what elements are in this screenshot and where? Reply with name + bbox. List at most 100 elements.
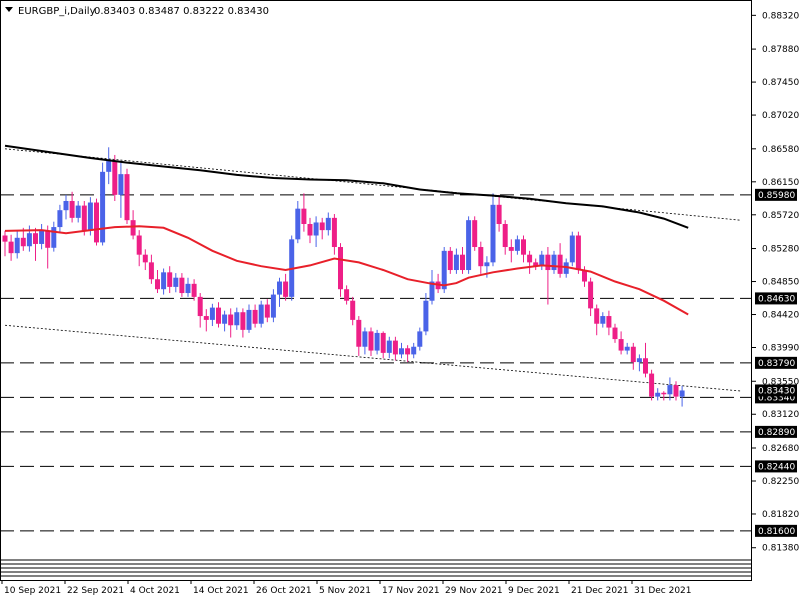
candle <box>643 342 648 378</box>
level-price-tag-label: 0.84630 <box>758 294 795 304</box>
candle <box>216 302 221 328</box>
y-tick-label: 0.85720 <box>762 211 799 221</box>
candle <box>155 270 160 294</box>
candle <box>612 323 618 343</box>
candle <box>472 216 478 251</box>
candle <box>331 214 337 255</box>
candle-body <box>246 309 252 330</box>
candle-body <box>197 296 203 317</box>
candle <box>344 285 350 305</box>
candle-body <box>405 348 411 355</box>
candle <box>167 266 173 294</box>
x-tick-label: 5 Nov 2021 <box>319 586 371 596</box>
candle-body <box>557 254 563 274</box>
candle <box>453 248 459 274</box>
candle-body <box>386 340 392 353</box>
level-price-tag: 0.84630 <box>755 292 797 305</box>
y-tick-label: 0.82680 <box>762 444 799 454</box>
candle <box>277 277 282 307</box>
candle <box>649 369 655 401</box>
candle-body <box>191 283 197 297</box>
y-tick-label: 0.83990 <box>762 344 799 354</box>
candle-body <box>411 346 417 355</box>
candle-body <box>45 230 51 248</box>
price-axis[interactable]: 0.88320 0.87880 0.87450 0.87020 0.86580 0.861… <box>752 11 799 554</box>
symbol-label: EURGBP_i,Daily <box>18 6 96 17</box>
level-price-tag-label: 0.83340 <box>758 393 795 403</box>
candle <box>295 200 301 244</box>
ma-fast-line <box>4 225 689 316</box>
candle <box>2 230 8 257</box>
y-tick-label: 0.83120 <box>762 410 799 420</box>
candle-body <box>679 390 685 397</box>
chart-header: EURGBP_i,Daily 0.83403 0.83487 0.83222 0… <box>5 6 269 17</box>
candle <box>417 327 423 351</box>
candle-body <box>575 235 581 271</box>
time-axis[interactable]: 10 Sep 2021 22 Sep 2021 4 Oct 2021 14 Oct 2… <box>1 580 692 596</box>
candle-body <box>118 174 124 195</box>
y-tick-label: 0.85280 <box>762 245 799 255</box>
candle-body <box>490 204 496 263</box>
level-price-tag-label: 0.82440 <box>758 462 795 472</box>
candle-body <box>594 308 600 324</box>
candle <box>606 310 612 336</box>
candle <box>258 300 264 328</box>
candle <box>234 307 240 330</box>
candle-body <box>264 304 270 318</box>
y-tick-label: 0.86580 <box>762 145 799 155</box>
candle <box>283 273 289 301</box>
candle-body <box>374 332 380 351</box>
candle-body <box>600 316 606 324</box>
candle <box>191 279 197 301</box>
candle-body <box>527 254 533 263</box>
candle-body <box>423 300 429 332</box>
candle <box>350 296 356 326</box>
candle <box>600 312 606 328</box>
candle-body <box>417 331 423 347</box>
candle-body <box>130 220 136 236</box>
candle-body <box>344 289 350 301</box>
x-tick-label: 29 Nov 2021 <box>445 586 503 596</box>
candle <box>521 235 526 263</box>
candle <box>75 200 81 223</box>
candle <box>185 277 191 297</box>
candle <box>594 304 600 336</box>
candle-body <box>630 346 636 363</box>
candle-body <box>33 233 38 244</box>
candle-body <box>618 339 624 351</box>
candle <box>246 304 252 333</box>
candle-body <box>508 247 514 251</box>
candle-body <box>472 220 478 248</box>
candle <box>106 147 112 185</box>
y-tick-label: 0.88320 <box>762 11 799 21</box>
x-tick-label: 14 Oct 2021 <box>193 586 249 596</box>
candle <box>496 194 502 232</box>
candle-body <box>661 392 667 395</box>
candle <box>527 250 533 274</box>
candle-body <box>222 314 228 324</box>
candle-body <box>173 277 179 287</box>
current-price-tag-label: 0.83430 <box>758 386 795 396</box>
candle-body <box>2 235 8 242</box>
candle-body <box>453 254 459 271</box>
x-tick-label: 22 Sep 2021 <box>67 586 124 596</box>
candle-body <box>307 224 313 236</box>
candle <box>179 273 185 297</box>
candle-body <box>636 358 642 363</box>
candle <box>362 327 368 355</box>
y-tick-label: 0.87020 <box>762 111 799 121</box>
candle <box>270 289 276 323</box>
candle-body <box>167 272 173 287</box>
candle-body <box>124 174 130 221</box>
candle <box>411 342 417 359</box>
candle-body <box>81 205 87 231</box>
candle <box>533 258 539 271</box>
candle <box>386 336 392 359</box>
candle <box>81 200 87 236</box>
level-price-tag-label: 0.83790 <box>758 359 795 369</box>
candle-body <box>20 237 26 247</box>
candle-body <box>94 202 99 243</box>
candle-body <box>26 233 32 247</box>
candle-body <box>521 239 526 255</box>
